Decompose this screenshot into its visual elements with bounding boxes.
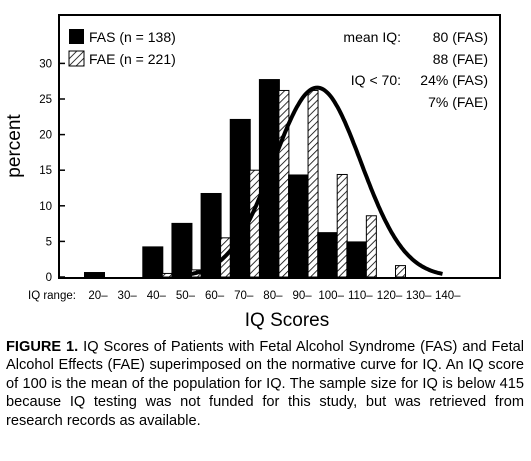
bar-fas: [288, 174, 310, 277]
x-tick-label: 60–: [205, 290, 225, 302]
y-tick-label: 15: [39, 165, 52, 177]
normal-curve: [191, 85, 443, 276]
x-tick-label: 40–: [147, 290, 167, 302]
y-tick-label: 30: [39, 58, 52, 70]
y-axis-label: percent: [4, 114, 25, 178]
x-tick-label: 80–: [263, 290, 283, 302]
annotation-mean-fas: 80 (FAS): [433, 29, 488, 45]
y-tick-label: 25: [39, 94, 52, 106]
x-tick-label: 140–: [435, 290, 461, 302]
bar-fae: [336, 173, 348, 278]
caption-label: FIGURE 1.: [6, 339, 79, 355]
bar-fae: [365, 215, 377, 278]
figure-caption: FIGURE 1. IQ Scores of Patients with Fet…: [6, 338, 524, 430]
bar-fas: [229, 118, 251, 277]
iq-histogram-chart: 0 5 10 15 20 25 30 20– 30– 40– 50– 60– 70– 80– 90– 100…: [4, 14, 501, 331]
x-axis-tick-labels: 20– 30– 40– 50– 60– 70– 80– 90– 100– 110– 120– 130–…: [88, 290, 461, 302]
y-tick-label: 0: [46, 272, 52, 284]
y-tick-label: 5: [46, 236, 52, 248]
x-tick-label: 110–: [348, 290, 373, 302]
x-tick-label: 50–: [176, 290, 196, 302]
bars-group: [84, 79, 406, 278]
x-tick-label: 70–: [234, 290, 254, 302]
bar-fas: [200, 192, 222, 277]
bar-fae: [307, 89, 319, 278]
y-axis-ticks: 0 5 10 15 20 25 30: [39, 58, 65, 284]
bar-fas: [142, 246, 164, 277]
bar-fas: [317, 232, 339, 277]
x-tick-label: 20–: [88, 290, 108, 302]
bar-fae: [249, 169, 261, 278]
bar-fas: [171, 222, 193, 277]
legend-label-fae: FAE (n = 221): [89, 51, 176, 67]
x-tick-label: 30–: [118, 290, 138, 302]
bar-fas: [346, 241, 368, 277]
y-tick-label: 20: [39, 130, 52, 142]
x-tick-label: 130–: [406, 290, 432, 302]
x-tick-label: 120–: [377, 290, 403, 302]
annotation-below70-label: IQ < 70:: [351, 72, 401, 88]
plot-frame: [58, 14, 501, 279]
annotation-mean-fae: 88 (FAE): [433, 51, 488, 67]
bar-fae: [395, 265, 406, 278]
annotation-below70-fae: 7% (FAE): [428, 94, 488, 110]
x-tick-label: 90–: [292, 290, 312, 302]
bar-fae: [278, 89, 290, 278]
caption-text: IQ Scores of Patients with Fetal Alcohol…: [6, 339, 525, 429]
legend-label-fas: FAS (n = 138): [89, 29, 176, 45]
annotation-below70-fas: 24% (FAS): [420, 72, 488, 88]
x-axis-label: IQ Scores: [245, 310, 329, 331]
annotation-mean-label: mean IQ:: [343, 29, 401, 45]
bar-fae: [161, 272, 173, 278]
legend-swatch-fas: [69, 29, 84, 44]
bar-fas: [84, 272, 105, 277]
x-range-label: IQ range:: [28, 290, 76, 302]
legend-swatch-fae: [68, 50, 85, 67]
x-tick-label: 100–: [318, 290, 344, 302]
y-tick-label: 10: [39, 201, 52, 213]
